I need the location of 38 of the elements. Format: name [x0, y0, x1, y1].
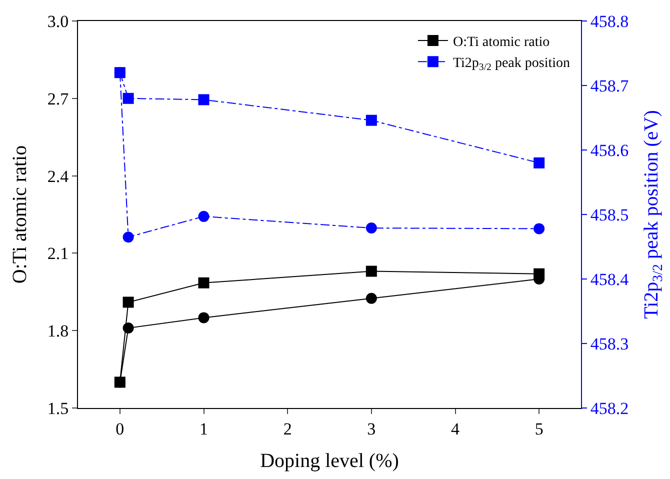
y2-tick-label: 458.2: [590, 398, 629, 418]
y-axis-title: O:Ti atomic ratio: [8, 145, 31, 284]
y-tick-label: 3.0: [47, 12, 69, 31]
point: [122, 322, 134, 334]
x-tick-label: 2: [283, 419, 292, 438]
y2-tick-label: 458.4: [590, 270, 630, 289]
y2-tick-label: 458.3: [590, 334, 629, 354]
x-tick-label: 0: [116, 419, 124, 438]
y-tick-label: 2.1: [47, 244, 69, 264]
y2-tick-label: 458.7: [590, 76, 630, 96]
x-axis-title: Doping level (%): [260, 450, 399, 472]
point: [534, 157, 545, 168]
y-tick-label: 1.8: [47, 322, 69, 341]
y2-tick-label: 458.6: [590, 140, 629, 160]
point: [198, 277, 210, 288]
point: [198, 312, 210, 324]
point: [534, 223, 545, 234]
y2-tick-label: 458.8: [590, 12, 629, 31]
y2-tick-label: 458.5: [590, 205, 629, 224]
legend-label: O:Ti atomic ratio: [452, 34, 550, 50]
point: [114, 67, 126, 78]
y-tick-label: 1.5: [47, 398, 69, 418]
point: [122, 296, 134, 308]
x-tick-label: 1: [200, 419, 208, 438]
x-tick-label: 5: [534, 419, 544, 438]
point: [122, 92, 134, 104]
point: [366, 222, 377, 234]
point: [366, 266, 377, 277]
x-tick-label: 4: [451, 419, 460, 438]
x-tick-label: 3: [367, 419, 376, 438]
y-tick-label: 2.7: [47, 89, 70, 108]
point: [198, 94, 210, 106]
point: [366, 292, 377, 304]
point: [122, 232, 134, 243]
point: [198, 210, 210, 222]
point: [366, 114, 377, 126]
y-tick-label: 2.4: [47, 166, 70, 186]
legend-label: Ti2p$_{3/2}$ peak position: [452, 56, 570, 74]
